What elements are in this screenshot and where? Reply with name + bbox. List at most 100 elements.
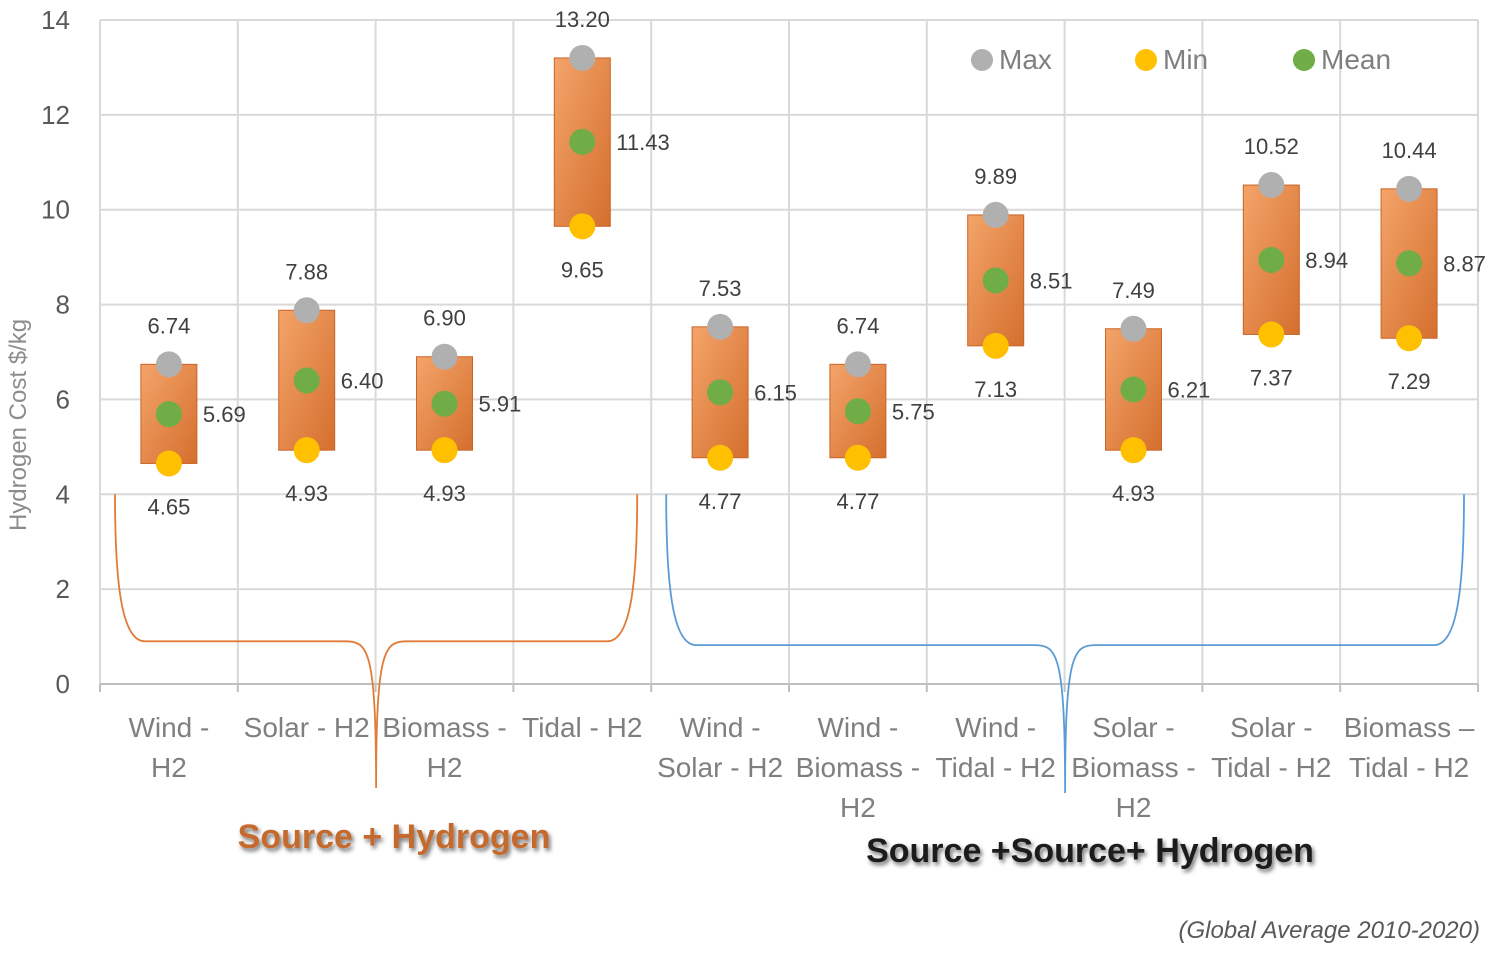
- min-data-label: 7.13: [974, 377, 1017, 402]
- max-marker: [1258, 172, 1285, 199]
- mean-data-label: 8.51: [1030, 268, 1073, 293]
- x-category-label-line: Tidal - H2: [1211, 752, 1331, 783]
- x-category-label: Wind - Solar - H2: [657, 712, 783, 783]
- min-data-label: 4.93: [285, 481, 328, 506]
- min-data-label: 4.93: [1112, 481, 1155, 506]
- max-marker: [431, 343, 458, 370]
- min-data-label: 4.77: [699, 489, 742, 514]
- x-category-label: Tidal - H2: [522, 712, 642, 743]
- group-label: Source + Hydrogen: [238, 818, 551, 856]
- min-data-label: 4.77: [836, 489, 879, 514]
- mean-marker: [155, 401, 182, 428]
- x-category-label-line: Tidal - H2: [1349, 752, 1469, 783]
- x-category-label-line: H2: [1116, 792, 1152, 823]
- legend-label-max: Max: [999, 44, 1052, 75]
- max-marker: [155, 351, 182, 378]
- y-tick-labels: 0 2 4 6 8 10 12 14: [41, 5, 70, 699]
- max-data-label: 6.90: [423, 306, 466, 331]
- min-data-label: 7.29: [1388, 369, 1431, 394]
- x-category-label-line: Wind -: [128, 712, 209, 743]
- max-data-label: 7.88: [285, 259, 328, 284]
- min-marker: [1120, 437, 1147, 464]
- min-data-label: 4.65: [147, 494, 190, 519]
- group-braces: [114, 494, 1465, 794]
- mean-data-label: 8.94: [1305, 248, 1348, 273]
- max-marker: [1396, 175, 1423, 202]
- mean-marker: [1258, 246, 1285, 273]
- min-marker: [1258, 321, 1285, 348]
- max-data-label: 10.44: [1382, 138, 1437, 163]
- y-tick-label: 14: [41, 5, 70, 35]
- mean-data-label: 6.40: [341, 368, 384, 393]
- min-data-label: 7.37: [1250, 365, 1293, 390]
- x-category-label: Wind - H2: [128, 712, 209, 783]
- max-data-label: 13.20: [555, 7, 610, 32]
- x-category-label: Solar - Biomass - H2: [1071, 712, 1195, 823]
- max-data-label: 7.53: [699, 276, 742, 301]
- group-labels: Source + Hydrogen Source +Source+ Hydroge…: [238, 818, 1314, 870]
- y-tick-label: 8: [56, 290, 70, 320]
- min-marker: [293, 437, 320, 464]
- legend-label-min: Min: [1163, 44, 1208, 75]
- mean-marker: [982, 267, 1009, 294]
- x-category-label: Wind - Tidal - H2: [936, 712, 1056, 783]
- mean-marker: [844, 398, 871, 425]
- x-category-label: Biomass – Tidal - H2: [1344, 712, 1475, 783]
- mean-marker: [293, 367, 320, 394]
- min-marker: [982, 332, 1009, 359]
- data-labels: 6.74 4.65 5.69 7.88 4.93 6.40 6.90 4.93 5.91 13.2…: [147, 7, 1485, 520]
- y-tick-label: 6: [56, 384, 70, 414]
- x-category-label: Wind - Biomass - H2: [796, 712, 920, 823]
- max-data-label: 10.52: [1244, 134, 1299, 159]
- x-category-label-line: Tidal - H2: [936, 752, 1056, 783]
- x-category-label: Solar - H2: [244, 712, 370, 743]
- min-marker: [844, 444, 871, 471]
- max-data-label: 9.89: [974, 164, 1017, 189]
- mean-data-label: 5.69: [203, 402, 246, 427]
- max-data-label: 6.74: [836, 313, 879, 338]
- legend-marker-mean: [1293, 49, 1315, 71]
- legend: Max Min Mean: [971, 44, 1391, 75]
- mean-marker: [1396, 250, 1423, 277]
- max-marker: [293, 297, 320, 324]
- max-data-label: 7.49: [1112, 278, 1155, 303]
- y-tick-label: 10: [41, 195, 70, 225]
- x-category-label-line: Biomass -: [382, 712, 506, 743]
- mean-marker: [569, 128, 596, 155]
- x-category-label-line: Tidal - H2: [522, 712, 642, 743]
- x-category-label-line: Solar - H2: [244, 712, 370, 743]
- x-category-label-line: Solar -: [1230, 712, 1312, 743]
- mean-data-label: 6.15: [754, 380, 797, 405]
- min-marker: [431, 437, 458, 464]
- min-marker: [569, 213, 596, 240]
- min-data-label: 4.93: [423, 481, 466, 506]
- group-label: Source +Source+ Hydrogen: [866, 832, 1314, 870]
- x-category-label-line: Solar -: [1092, 712, 1174, 743]
- max-marker: [844, 351, 871, 378]
- min-marker: [1396, 325, 1423, 352]
- legend-marker-min: [1135, 49, 1157, 71]
- mean-marker: [1120, 376, 1147, 403]
- x-category-label-line: H2: [151, 752, 187, 783]
- y-tick-label: 4: [56, 479, 70, 509]
- legend-marker-max: [971, 49, 993, 71]
- group-brace: [665, 494, 1465, 794]
- max-marker: [569, 44, 596, 71]
- mean-data-label: 8.87: [1443, 251, 1486, 276]
- x-category-label-line: Wind -: [680, 712, 761, 743]
- x-category-label-line: Wind -: [955, 712, 1036, 743]
- mean-data-label: 6.21: [1168, 377, 1211, 402]
- mean-data-label: 5.75: [892, 399, 935, 424]
- mean-marker: [431, 390, 458, 417]
- mean-data-label: 11.43: [616, 130, 669, 155]
- mean-marker: [707, 379, 734, 406]
- y-axis-label: Hydrogen Cost $/kg: [5, 319, 32, 531]
- markers: [155, 44, 1423, 477]
- x-category-label-line: Biomass –: [1344, 712, 1475, 743]
- x-category-label-line: Biomass -: [1071, 752, 1195, 783]
- group-brace: [114, 494, 639, 789]
- min-marker: [707, 444, 734, 471]
- max-marker: [707, 313, 734, 340]
- x-category-label-line: Wind -: [817, 712, 898, 743]
